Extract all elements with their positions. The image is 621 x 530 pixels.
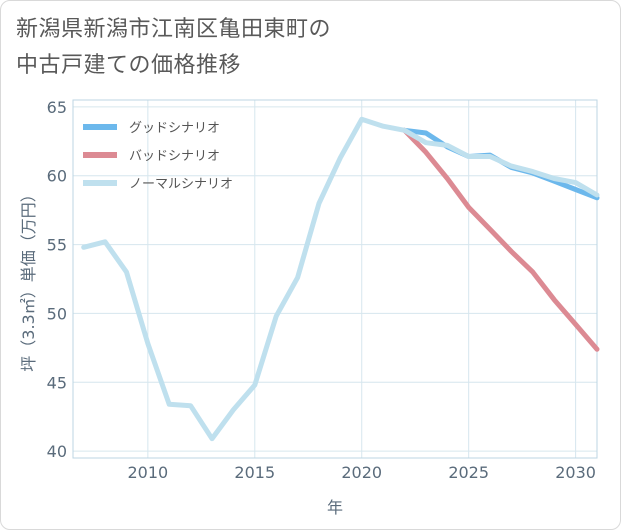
- y-tick-label: 60: [47, 167, 67, 186]
- y-tick-label: 65: [47, 98, 67, 117]
- y-tick-label: 50: [47, 304, 67, 323]
- series-lines: [81, 116, 600, 442]
- x-tick-label: 2015: [234, 463, 275, 482]
- x-tick-label: 2025: [448, 463, 489, 482]
- normal-scenario-line: [81, 116, 600, 442]
- y-tick-labels: 40 45 50 55 60 65: [47, 98, 67, 461]
- x-tick-label: 2030: [555, 463, 596, 482]
- legend-bad-label: バッドシナリオ: [129, 149, 220, 164]
- x-tick-label: 2020: [341, 463, 382, 482]
- plot-border: [72, 99, 598, 459]
- chart-title-line2: 中古戸建ての価格推移: [16, 53, 242, 78]
- y-tick-label: 40: [47, 442, 67, 461]
- y-tick-label: 45: [47, 373, 67, 392]
- y-axis-label: 坪（3.3㎡）単価（万円）: [19, 186, 38, 371]
- x-axis-label: 年: [327, 498, 343, 517]
- legend-good-label: グッドシナリオ: [129, 121, 220, 136]
- legend-normal-label: ノーマルシナリオ: [129, 177, 233, 192]
- chart-title-line1: 新潟県新潟市江南区亀田東町の: [16, 17, 332, 42]
- y-tick-label: 55: [47, 236, 67, 255]
- x-tick-labels: 2010 2015 2020 2025 2030: [127, 463, 595, 482]
- x-tick-label: 2010: [127, 463, 168, 482]
- bad-scenario-line: [402, 127, 600, 352]
- chart-title: 新潟県新潟市江南区亀田東町の 中古戸建ての価格推移: [16, 12, 616, 84]
